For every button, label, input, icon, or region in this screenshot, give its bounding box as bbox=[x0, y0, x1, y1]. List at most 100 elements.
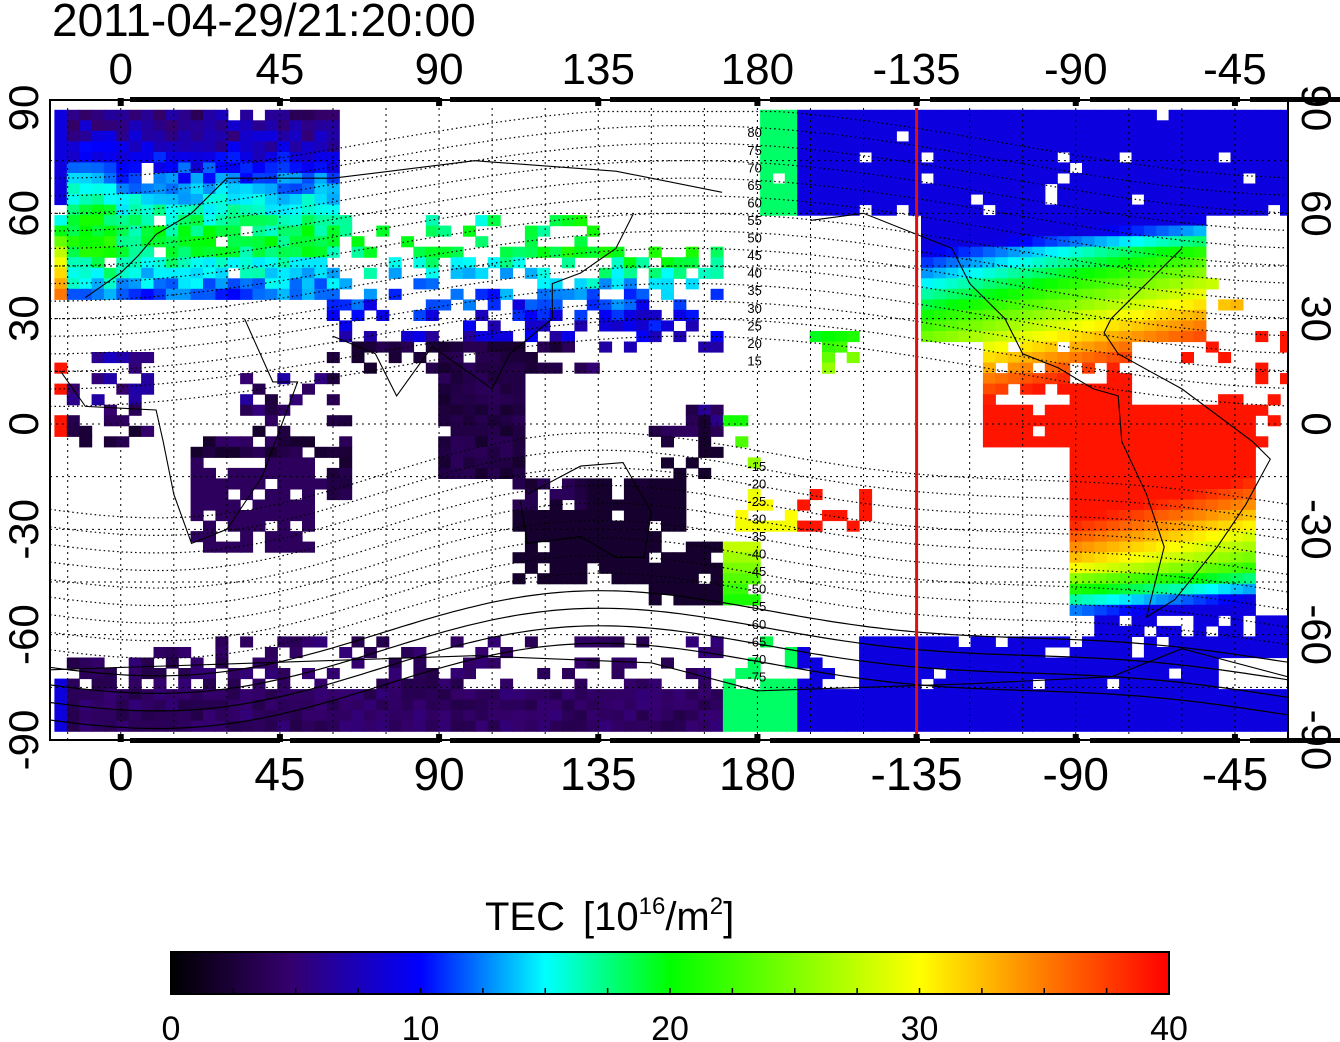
tec-cell bbox=[1094, 141, 1108, 153]
tec-cell bbox=[524, 236, 538, 248]
tec-cell bbox=[747, 562, 761, 574]
tec-cell bbox=[512, 499, 526, 511]
tec-cell bbox=[1106, 151, 1120, 163]
tec-cell bbox=[314, 478, 328, 490]
tec-cell bbox=[1181, 194, 1194, 206]
tec-cell bbox=[264, 130, 278, 142]
tec-cell bbox=[1168, 625, 1182, 637]
tec-cell bbox=[339, 446, 353, 458]
tec-cell bbox=[1181, 299, 1194, 311]
tec-cell bbox=[648, 309, 662, 321]
tec-cell bbox=[128, 720, 142, 732]
tec-cell bbox=[648, 573, 662, 585]
tec-cell bbox=[1242, 425, 1256, 437]
tec-cell bbox=[1007, 215, 1021, 227]
tec-cell bbox=[1205, 636, 1219, 648]
tec-cell bbox=[896, 120, 910, 132]
tec-cell bbox=[1280, 109, 1288, 121]
tec-cell bbox=[302, 194, 315, 206]
tec-cell bbox=[1181, 583, 1194, 595]
tec-cell bbox=[1242, 604, 1256, 616]
contour-label: 65 bbox=[747, 178, 761, 193]
tec-cell bbox=[178, 162, 192, 174]
tec-cell bbox=[1106, 510, 1120, 522]
tec-cell bbox=[524, 710, 538, 722]
tec-cell bbox=[1044, 636, 1058, 648]
tec-cell bbox=[103, 415, 117, 427]
tec-cell bbox=[661, 562, 674, 574]
tec-cell bbox=[1242, 446, 1256, 458]
tec-cell bbox=[302, 478, 315, 490]
tec-cell bbox=[933, 183, 947, 195]
tec-cell bbox=[574, 510, 588, 522]
tec-cell bbox=[1280, 194, 1288, 206]
tec-cell bbox=[314, 225, 328, 237]
tec-cell bbox=[1119, 215, 1133, 227]
frame-band bbox=[290, 97, 440, 102]
tec-cell bbox=[314, 636, 328, 648]
tec-cell bbox=[79, 173, 93, 185]
tec-cell bbox=[1069, 267, 1083, 279]
tec-cell bbox=[1168, 257, 1182, 269]
tec-cell bbox=[103, 352, 117, 364]
tec-cell bbox=[661, 710, 674, 722]
tec-cell bbox=[1255, 699, 1269, 711]
coastline bbox=[60, 318, 299, 545]
tec-cell bbox=[772, 699, 786, 711]
tec-cell bbox=[1131, 130, 1145, 142]
tec-cell bbox=[203, 436, 216, 448]
tec-cell bbox=[698, 404, 712, 416]
tec-cell bbox=[537, 510, 551, 522]
tec-cell bbox=[958, 109, 972, 121]
tec-cell bbox=[1143, 668, 1157, 680]
tec-cell bbox=[1218, 573, 1232, 585]
tec-cell bbox=[1069, 215, 1083, 227]
bottom-lon-tick-label: 45 bbox=[254, 748, 305, 800]
contour-line bbox=[50, 625, 1288, 712]
tec-cell bbox=[425, 678, 439, 690]
tec-cell bbox=[1205, 415, 1219, 427]
tec-cell bbox=[1069, 299, 1083, 311]
tec-cell bbox=[388, 720, 402, 732]
tec-cell bbox=[413, 678, 427, 690]
tec-cell bbox=[1242, 541, 1256, 553]
tec-cell bbox=[79, 151, 93, 163]
tec-cell bbox=[1032, 215, 1046, 227]
tec-cell bbox=[1007, 373, 1021, 385]
tec-cell bbox=[586, 489, 600, 501]
contour-line bbox=[50, 572, 1288, 659]
tec-cell bbox=[846, 109, 860, 121]
tec-cell bbox=[549, 341, 563, 353]
tec-cell bbox=[475, 352, 489, 364]
tec-cell bbox=[710, 288, 724, 300]
tec-cell bbox=[165, 141, 179, 153]
tec-cell bbox=[1143, 699, 1157, 711]
tec-cell bbox=[1143, 415, 1157, 427]
tec-cell bbox=[153, 689, 167, 701]
tec-cell bbox=[859, 699, 873, 711]
tec-cell bbox=[921, 331, 934, 343]
tec-cell bbox=[178, 267, 192, 279]
tec-cell bbox=[822, 204, 835, 216]
tec-cell bbox=[747, 594, 761, 606]
contour-line bbox=[50, 212, 1288, 285]
tec-cell bbox=[1020, 236, 1034, 248]
coastline bbox=[1103, 248, 1271, 618]
tec-cell bbox=[512, 436, 526, 448]
tec-cell bbox=[809, 657, 823, 669]
tec-cell bbox=[1230, 699, 1244, 711]
tec-cell bbox=[1106, 162, 1120, 174]
tec-cell bbox=[128, 183, 142, 195]
tec-cell bbox=[227, 204, 241, 216]
tec-cell bbox=[1094, 151, 1108, 163]
tec-cell bbox=[1082, 225, 1095, 237]
tec-cell bbox=[1119, 173, 1133, 185]
tec-cell bbox=[1156, 130, 1170, 142]
tec-cell bbox=[636, 689, 650, 701]
tec-cell bbox=[128, 404, 142, 416]
tec-cell bbox=[933, 647, 947, 659]
tec-cell bbox=[302, 225, 315, 237]
tec-cell bbox=[921, 320, 934, 332]
tec-cell bbox=[1007, 162, 1021, 174]
tec-cell bbox=[1057, 299, 1071, 311]
